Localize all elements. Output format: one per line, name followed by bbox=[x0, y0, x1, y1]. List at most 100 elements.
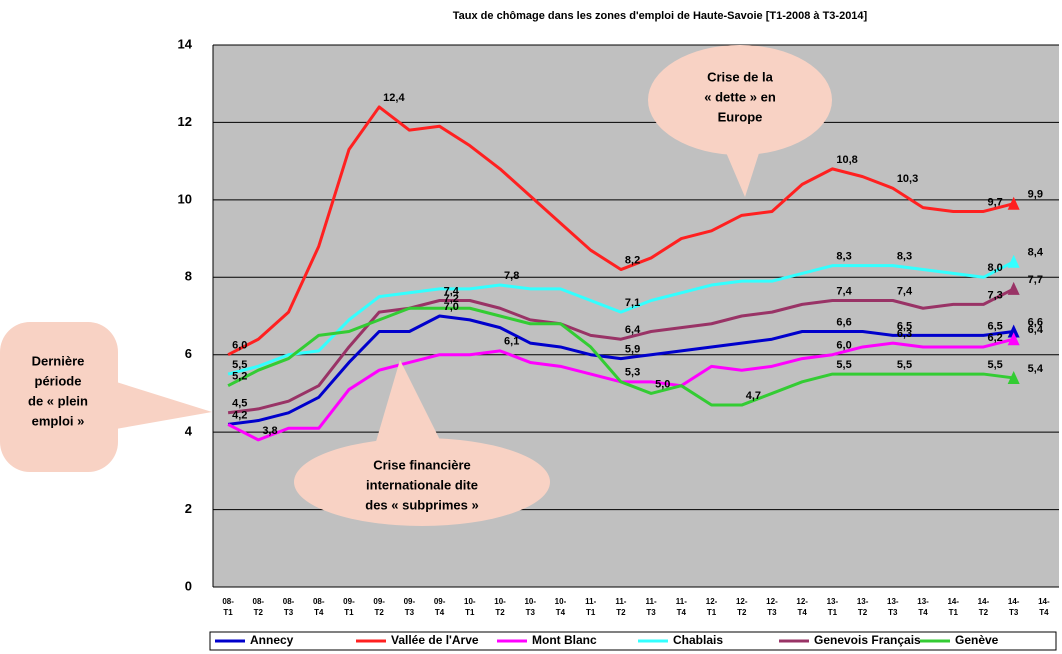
data-label: 4,5 bbox=[232, 398, 247, 410]
data-label: 5,5 bbox=[897, 359, 912, 371]
data-label: 4,7 bbox=[746, 390, 761, 402]
callout-plein-emploi bbox=[0, 322, 212, 472]
data-label: 7,8 bbox=[504, 270, 519, 282]
legend-box bbox=[209, 631, 1057, 651]
data-label: 6,6 bbox=[836, 316, 851, 328]
data-label: 7,7 bbox=[1028, 274, 1043, 286]
callout-subprimes bbox=[294, 360, 550, 526]
data-label: 8,4 bbox=[1028, 247, 1044, 259]
data-label: 6,6 bbox=[1028, 316, 1043, 328]
y-tick-label: 14 bbox=[178, 36, 193, 51]
x-tick-label: 12-T1 bbox=[706, 597, 718, 617]
series-line bbox=[227, 260, 1015, 376]
data-label: 5,5 bbox=[232, 359, 247, 371]
legend-label: Genève bbox=[955, 633, 999, 647]
data-label: 8,3 bbox=[836, 251, 851, 263]
x-tick-label: 14-T3 bbox=[1008, 597, 1020, 617]
end-marker bbox=[1007, 196, 1020, 210]
data-label: 3,8 bbox=[262, 425, 277, 437]
data-label: 6,2 bbox=[987, 332, 1002, 344]
legend-label: Mont Blanc bbox=[532, 633, 597, 647]
data-label: 5,5 bbox=[987, 359, 1002, 371]
x-tick-label: 09-T3 bbox=[404, 597, 416, 617]
x-tick-label: 12-T2 bbox=[736, 597, 748, 617]
data-label: 5,3 bbox=[625, 367, 640, 379]
x-tick-label: 09-T2 bbox=[373, 597, 385, 617]
annotation: « dette » en bbox=[704, 89, 776, 104]
end-marker bbox=[1007, 281, 1020, 295]
legend-label: Chablais bbox=[673, 633, 723, 647]
annotation: des « subprimes » bbox=[365, 497, 478, 512]
x-tick-label: 13-T2 bbox=[857, 597, 869, 617]
data-label: 6,1 bbox=[504, 336, 519, 348]
data-label: 7,2 bbox=[444, 293, 459, 305]
x-tick-label: 13-T1 bbox=[827, 597, 839, 617]
x-tick-label: 13-T4 bbox=[917, 597, 929, 617]
annotation: période bbox=[35, 373, 82, 388]
y-tick-label: 4 bbox=[185, 424, 193, 439]
x-tick-label: 09-T4 bbox=[434, 597, 446, 617]
data-label: 9,9 bbox=[1028, 189, 1043, 201]
annotation: Crise financière bbox=[373, 457, 471, 472]
data-label: 6,4 bbox=[625, 324, 641, 336]
y-tick-label: 12 bbox=[178, 114, 192, 129]
series-line bbox=[227, 105, 1015, 357]
x-tick-label: 08-T4 bbox=[313, 597, 325, 617]
x-tick-label: 08-T2 bbox=[253, 597, 265, 617]
legend-label: Vallée de l'Arve bbox=[391, 633, 479, 647]
legend-label: Genevois Français bbox=[814, 633, 921, 647]
series-line bbox=[227, 306, 1014, 407]
y-tick-label: 2 bbox=[185, 501, 192, 516]
series-line bbox=[227, 314, 1014, 426]
y-tick-label: 10 bbox=[178, 191, 192, 206]
x-tick-label: 14-T4 bbox=[1038, 597, 1050, 617]
data-label: 7,3 bbox=[987, 289, 1002, 301]
x-tick-label: 11-T2 bbox=[615, 597, 626, 617]
data-label: 5,0 bbox=[655, 378, 670, 390]
annotation: internationale dite bbox=[366, 477, 478, 492]
end-marker bbox=[1007, 332, 1020, 346]
annotation: Dernière bbox=[32, 353, 85, 368]
end-marker bbox=[1007, 324, 1020, 338]
data-label: 8,0 bbox=[987, 262, 1002, 274]
callout-dette bbox=[648, 45, 832, 197]
data-label: 6,0 bbox=[836, 340, 851, 352]
y-tick-label: 0 bbox=[185, 578, 192, 593]
x-tick-label: 10-T2 bbox=[494, 597, 506, 617]
x-tick-label: 14-T1 bbox=[947, 597, 959, 617]
data-label: 6,3 bbox=[897, 328, 912, 340]
chart-title: Taux de chômage dans les zones d'emploi … bbox=[453, 10, 868, 22]
data-label: 5,9 bbox=[625, 343, 640, 355]
x-tick-label: 10-T3 bbox=[524, 597, 536, 617]
data-label: 7,4 bbox=[897, 285, 913, 297]
data-label: 5,2 bbox=[232, 371, 247, 383]
y-tick-label: 6 bbox=[185, 346, 192, 361]
data-label: 12,4 bbox=[383, 92, 405, 104]
annotation: Crise de la bbox=[707, 69, 774, 84]
x-tick-label: 12-T3 bbox=[766, 597, 778, 617]
annotation: de « plein bbox=[28, 393, 88, 408]
data-label: 9,7 bbox=[987, 196, 1002, 208]
x-tick-label: 13-T3 bbox=[887, 597, 899, 617]
x-tick-label: 10-T4 bbox=[555, 597, 567, 617]
x-tick-label: 14-T2 bbox=[978, 597, 990, 617]
data-label: 7,4 bbox=[444, 285, 460, 297]
x-tick-label: 11-T1 bbox=[585, 597, 596, 617]
data-label: 6,4 bbox=[1028, 324, 1044, 336]
x-tick-label: 09-T1 bbox=[343, 597, 355, 617]
legend-label: Annecy bbox=[250, 633, 294, 647]
end-marker bbox=[1007, 370, 1020, 384]
annotation: emploi » bbox=[32, 413, 85, 428]
x-tick-label: 08-T1 bbox=[222, 597, 234, 617]
x-tick-label: 11-T4 bbox=[676, 597, 687, 617]
x-tick-label: 08-T3 bbox=[283, 597, 295, 617]
end-marker bbox=[1007, 254, 1020, 268]
data-label: 7,0 bbox=[444, 301, 459, 313]
x-tick-label: 11-T3 bbox=[646, 597, 657, 617]
data-label: 8,3 bbox=[897, 251, 912, 263]
data-label: 5,5 bbox=[836, 359, 851, 371]
data-label: 6,5 bbox=[897, 320, 912, 332]
data-label: 6,0 bbox=[232, 340, 247, 352]
series-line bbox=[227, 287, 1015, 415]
